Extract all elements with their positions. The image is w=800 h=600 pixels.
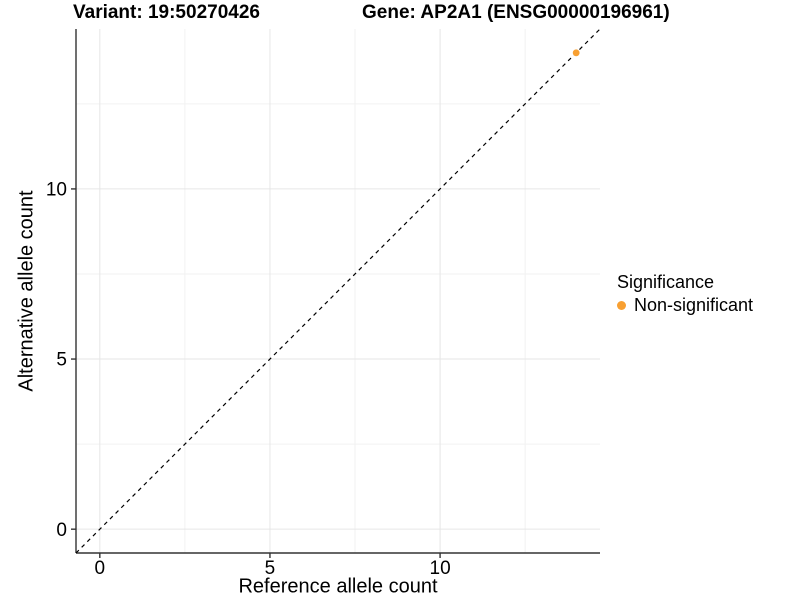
x-axis-title: Reference allele count [238,575,438,598]
legend-title: Significance [617,272,715,292]
legend-item-label: Non-significant [634,295,754,315]
x-tick-label: 0 [95,558,106,579]
x-tick-label: 5 [265,558,276,579]
y-tick-label: 10 [46,180,67,201]
plot-title-variant: Variant: 19:50270426 [73,2,260,23]
legend-key-dot-icon [617,301,626,310]
y-tick-label: 0 [56,520,67,541]
legend-item: Non-significant [617,295,753,316]
x-tick-label: 10 [430,558,451,579]
plot-title-gene: Gene: AP2A1 (ENSG00000196961) [362,2,670,23]
y-tick-label: 5 [56,350,67,371]
identity-dashed-line [75,28,601,554]
y-axis-title: Alternative allele count [15,190,38,392]
data-point [572,49,580,57]
legend: Significance Non-significant [617,271,753,316]
